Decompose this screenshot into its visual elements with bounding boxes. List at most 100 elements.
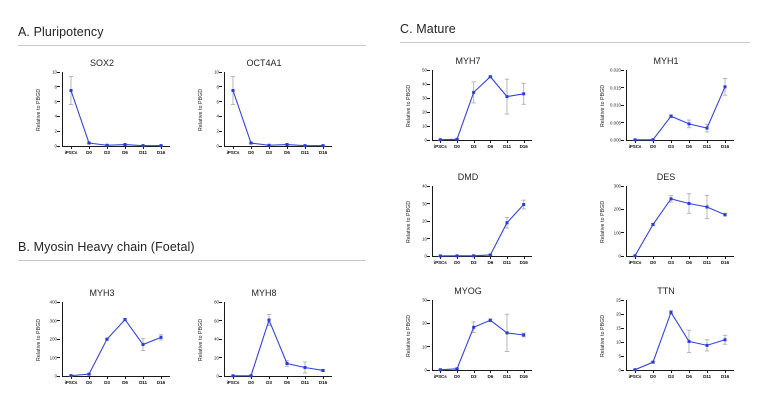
data-point-1 — [87, 141, 91, 145]
y-tick-dmd-0: 0 — [425, 254, 430, 259]
section-title-b: B. Myosin Heavy chain (Foetal) — [18, 240, 195, 254]
data-point-4 — [705, 205, 709, 209]
series-des — [632, 193, 728, 258]
data-point-4 — [141, 144, 145, 148]
x-tick-mark-2 — [671, 256, 672, 259]
section-heading-myosin-heavy-chain: B. Myosin Heavy chain (Foetal) — [18, 240, 366, 261]
y-tick-mark — [427, 203, 430, 204]
x-tick-mark-2 — [107, 376, 108, 379]
y-tick-mark — [621, 122, 624, 123]
y-tick-des-1: 100 — [614, 230, 624, 235]
y-tick-mark — [57, 320, 60, 321]
x-tick-mark-5 — [523, 256, 525, 259]
data-point-2 — [267, 318, 271, 322]
x-tick-label-myh3-0: iPSCs — [64, 380, 78, 385]
series-line — [232, 90, 323, 147]
x-axis-des — [626, 256, 734, 257]
chart-title-dmd: DMD — [457, 172, 479, 182]
y-tick-mark — [427, 185, 430, 187]
data-point-5 — [522, 203, 526, 207]
y-tick-myh7-5: 50 — [422, 68, 430, 73]
data-point-3 — [488, 75, 492, 79]
plot-area-myh3: 0 100 200 300 400 iPSCs D0 D3 D6 D11 D16 — [50, 300, 170, 385]
x-tick-label-myog-2: D3 — [470, 374, 477, 379]
data-point-0 — [438, 138, 442, 142]
data-point-4 — [505, 95, 509, 99]
data-point-1 — [455, 137, 459, 141]
y-tick-mark — [219, 320, 222, 321]
y-tick-myh7-2: 20 — [422, 110, 430, 115]
series-myh7 — [438, 75, 526, 142]
y-tick-sox2-2: 4 — [55, 114, 60, 119]
data-point-3 — [123, 143, 127, 147]
y-tick-sox2-0: 0 — [55, 144, 60, 149]
data-point-4 — [303, 365, 307, 369]
chart-oct4a1: OCT4A1 0 2 4 6 8 10 iPSCs D0 D3 D6 D11 D16 Relative t… — [190, 58, 338, 166]
y-tick-ttn-3: 15 — [616, 326, 624, 331]
data-point-5 — [522, 333, 526, 337]
y-tick-mark — [427, 97, 430, 99]
y-tick-myh1-3: 0.015 — [610, 85, 624, 90]
y-tick-myh8-4: 80 — [214, 300, 222, 305]
data-point-5 — [522, 92, 526, 96]
section-heading-mature: C. Mature — [400, 22, 750, 43]
y-tick-mark — [621, 208, 624, 210]
y-tick-mark — [621, 327, 624, 329]
y-tick-mark — [219, 357, 222, 358]
data-point-0 — [633, 368, 637, 372]
x-tick-label-ttn-4: D11 — [703, 374, 711, 379]
x-tick-mark-3 — [125, 146, 126, 149]
x-tick-label-oct4a1-2: D3 — [266, 150, 272, 155]
x-tick-label-myh1-4: D11 — [703, 144, 711, 149]
y-tick-des-3: 300 — [614, 184, 624, 189]
y-axis-myh1 — [626, 70, 627, 140]
y-tick-myh7-1: 10 — [422, 124, 430, 129]
data-point-4 — [505, 331, 509, 335]
data-point-1 — [455, 367, 459, 371]
series-line — [70, 318, 162, 377]
y-tick-myog-1: 10 — [422, 344, 430, 349]
x-tick-label-myh7-2: D3 — [470, 144, 477, 149]
y-axis-dmd — [432, 186, 433, 256]
section-heading-pluripotency: A. Pluripotency — [18, 25, 366, 46]
x-axis-myog — [432, 370, 532, 371]
y-tick-mark — [57, 375, 60, 377]
y-tick-sox2-4: 8 — [55, 84, 60, 89]
data-point-3 — [687, 202, 691, 205]
x-tick-mark-4 — [507, 140, 508, 143]
section-divider-a — [18, 45, 366, 46]
x-tick-mark-5 — [523, 370, 525, 373]
y-tick-ttn-0: 0 — [619, 368, 624, 373]
x-tick-mark-1 — [89, 146, 90, 149]
x-tick-label-des-2: D3 — [668, 260, 674, 265]
chart-myh7: MYH7 0 10 20 30 40 50 iPSCs D0 D3 D6 D11 D16 Relative… — [398, 56, 538, 160]
series-ttn — [632, 310, 728, 372]
data-point-3 — [123, 318, 127, 322]
y-axis-label-dmd: Relative to PBGD — [406, 200, 412, 243]
data-point-0 — [633, 254, 637, 258]
chart-title-des: DES — [656, 172, 676, 182]
x-tick-label-ttn-3: D6 — [686, 374, 692, 379]
y-tick-ttn-5: 25 — [616, 298, 624, 303]
plot-area-oct4a1: 0 2 4 6 8 10 iPSCs D0 D3 D6 D11 D16 — [214, 70, 332, 155]
y-axis-label-myh3: Relative to PBGD — [36, 318, 42, 361]
chart-des: DES 0 100 200 300 iPSCs D0 D3 D6 D11 D16 Relative t… — [592, 172, 740, 276]
data-point-5 — [723, 85, 727, 89]
section-title-a: A. Pluripotency — [18, 25, 104, 39]
y-tick-mark — [219, 115, 222, 117]
data-point-1 — [651, 138, 655, 142]
x-tick-label-myh8-1: D0 — [248, 380, 254, 385]
x-axis-myh8 — [224, 376, 332, 377]
x-tick-mark-0 — [71, 146, 72, 149]
y-tick-myh7-0: 0 — [425, 138, 430, 143]
y-tick-mark — [219, 101, 222, 103]
series-line — [634, 311, 726, 371]
x-tick-label-myh8-5: D16 — [318, 380, 328, 385]
x-tick-label-sox2-3: D6 — [122, 150, 128, 155]
x-tick-mark-2 — [473, 140, 475, 143]
y-tick-mark — [621, 355, 624, 357]
y-tick-dmd-3: 30 — [422, 201, 430, 206]
x-tick-mark-4 — [507, 256, 508, 259]
x-tick-label-myh1-3: D6 — [686, 144, 692, 149]
series-dmd — [438, 199, 526, 258]
